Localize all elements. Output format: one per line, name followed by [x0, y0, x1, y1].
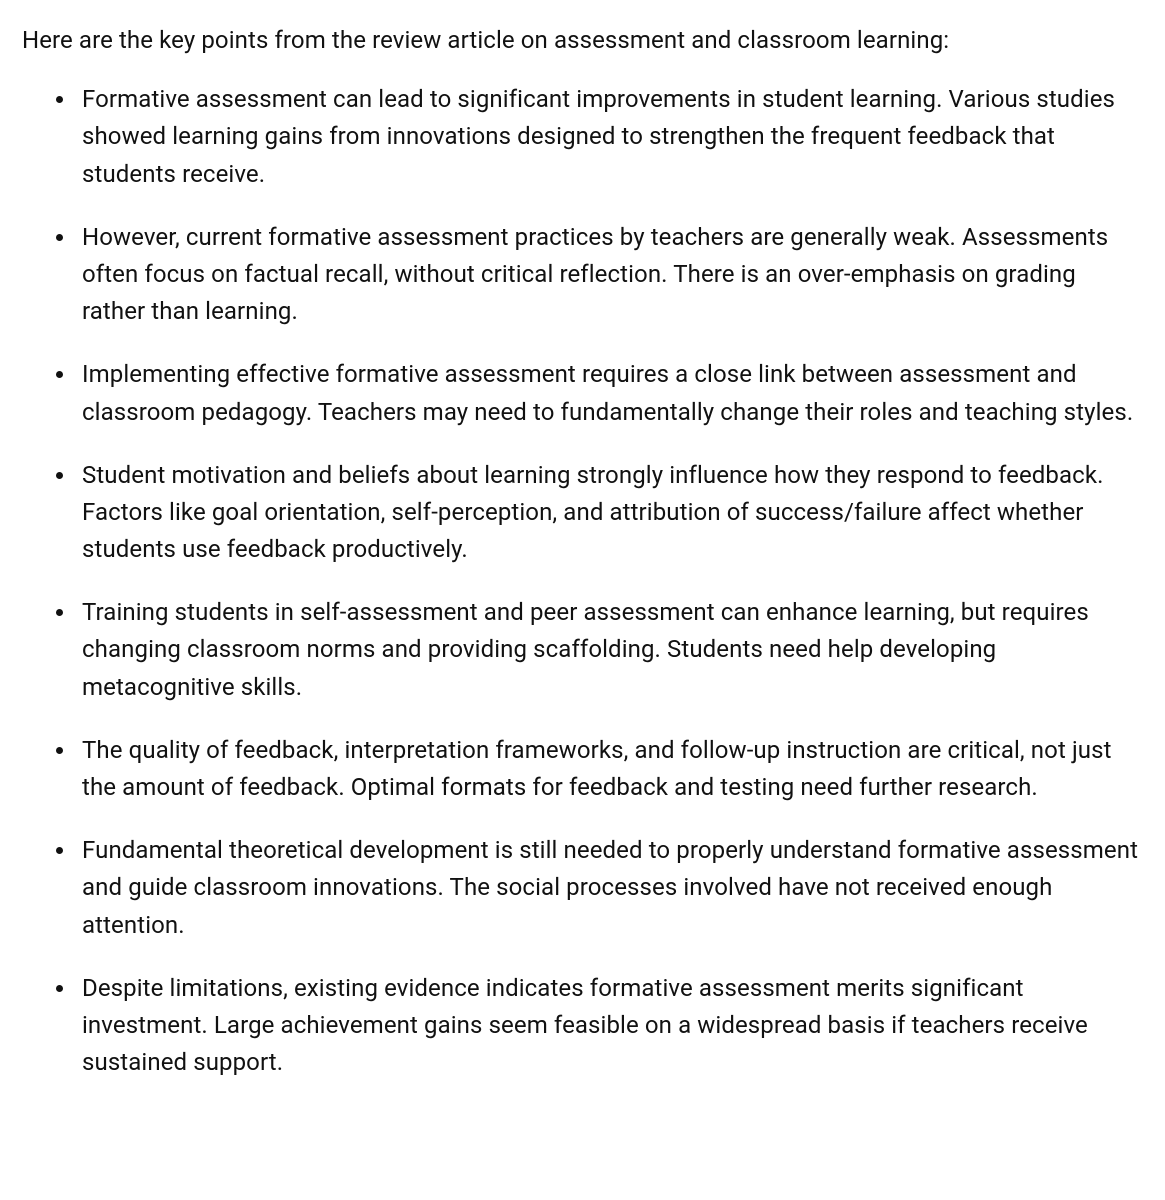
- list-item: Training students in self-assessment and…: [58, 594, 1143, 706]
- list-item: Implementing effective formative assessm…: [58, 356, 1143, 430]
- list-item: Formative assessment can lead to signifi…: [58, 81, 1143, 193]
- intro-paragraph: Here are the key points from the review …: [22, 22, 1143, 59]
- key-points-list: Formative assessment can lead to signifi…: [22, 81, 1143, 1081]
- list-item: Despite limitations, existing evidence i…: [58, 970, 1143, 1082]
- list-item: Student motivation and beliefs about lea…: [58, 457, 1143, 569]
- list-item: The quality of feedback, interpretation …: [58, 732, 1143, 806]
- list-item: However, current formative assessment pr…: [58, 219, 1143, 331]
- list-item: Fundamental theoretical development is s…: [58, 832, 1143, 944]
- document-page: Here are the key points from the review …: [0, 0, 1165, 1137]
